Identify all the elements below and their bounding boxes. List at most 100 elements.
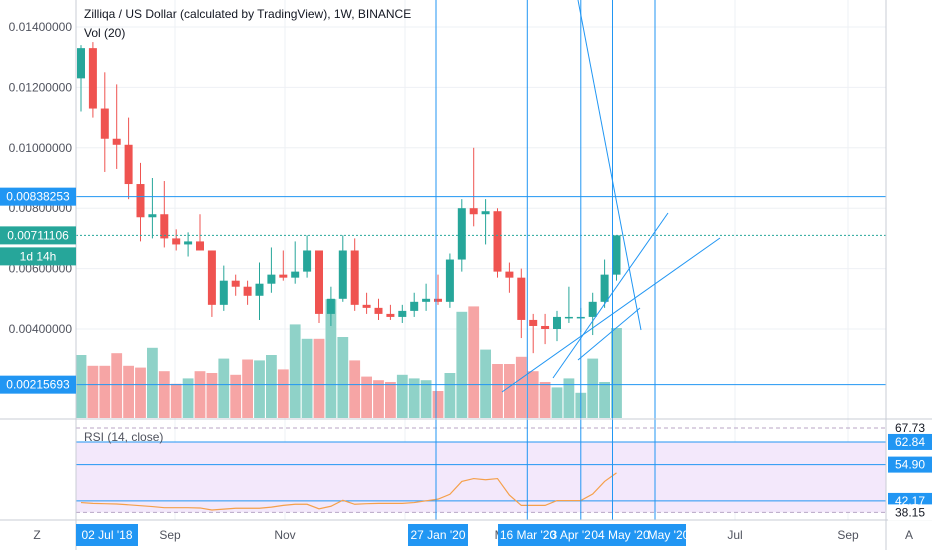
- time-badge-label: 16 Mar '20: [500, 528, 557, 542]
- price-badge: 0.00838253: [0, 187, 76, 206]
- price-badge-label: 0.00838253: [6, 190, 70, 204]
- candle-body: [207, 250, 216, 305]
- volume-bar: [492, 364, 503, 418]
- volume-bar: [158, 371, 170, 418]
- candle-body: [612, 235, 621, 275]
- time-badge-label: 3 Apr '20: [551, 528, 598, 542]
- rsi-tick: 67.73: [888, 420, 932, 436]
- volume-label: Vol (20): [84, 26, 126, 40]
- candle-body: [422, 298, 431, 302]
- time-badge-label: May '20: [648, 528, 690, 542]
- rsi-band: [76, 441, 886, 513]
- volume-bar: [194, 371, 206, 418]
- candle-body: [303, 250, 312, 272]
- volume-bar: [325, 299, 337, 418]
- candle-body: [505, 271, 514, 278]
- price-badge-label: 1d 14h: [20, 249, 57, 263]
- rsi-tick: 62.84: [888, 433, 932, 450]
- trend-line: [552, 212, 669, 379]
- candle-body: [243, 286, 252, 296]
- volume-bar: [147, 347, 158, 418]
- candle-body: [172, 238, 181, 245]
- candle-body: [350, 250, 359, 305]
- candle-body: [291, 271, 300, 278]
- rsi-pane: [76, 427, 886, 513]
- price-tick-label: 0.01200000: [9, 80, 73, 94]
- volume-bar: [385, 382, 396, 418]
- volume-bar: [444, 373, 456, 418]
- candle-body: [434, 298, 442, 302]
- candle-body: [386, 313, 395, 317]
- price-badge: 0.00215693: [0, 375, 76, 394]
- candle-body: [398, 310, 407, 317]
- volume-bar: [99, 365, 111, 418]
- volume-bar: [468, 306, 480, 418]
- rsi-tick: 38.15: [888, 504, 932, 521]
- candle-body: [338, 250, 347, 299]
- rsi-tick: 54.90: [888, 456, 932, 473]
- time-badge-bg: [76, 524, 138, 546]
- rsi-tick-label: 67.73: [895, 421, 925, 435]
- volume-bar: [599, 382, 610, 418]
- volume-bar: [551, 387, 563, 418]
- volume-bar: [361, 376, 372, 418]
- candle-body: [469, 208, 478, 215]
- price-tick-label: 0.01000000: [9, 141, 73, 155]
- auto-scale-button[interactable]: A: [905, 528, 913, 542]
- volume-bar: [242, 359, 253, 418]
- volume-bar: [75, 355, 87, 418]
- volume-bar: [123, 365, 134, 418]
- candle-body: [326, 298, 335, 314]
- candle-series: [77, 42, 621, 354]
- price-badge-bg: [0, 226, 76, 245]
- candle-body: [564, 316, 573, 319]
- price-tick-label: 0.00400000: [9, 322, 73, 336]
- time-badge: 04 May '20: [590, 524, 651, 546]
- rsi-tick-label: 62.84: [895, 435, 925, 449]
- volume-series: [75, 299, 622, 418]
- zoom-button-label: Z: [33, 528, 40, 542]
- candle-body: [196, 241, 204, 251]
- volume-bar: [527, 371, 539, 418]
- price-badge-bg: [0, 187, 76, 206]
- candle-body: [100, 108, 109, 139]
- zoom-button[interactable]: Z: [33, 528, 40, 542]
- candle-body: [374, 307, 383, 314]
- candle-body: [112, 138, 121, 145]
- candle-body: [517, 277, 526, 320]
- price-tick-label: 0.01400000: [9, 20, 73, 34]
- candle-body: [267, 274, 276, 284]
- candle-body: [529, 319, 538, 326]
- candle-body: [279, 274, 288, 278]
- price-badge-bg: [0, 375, 76, 394]
- candle-body: [410, 301, 419, 311]
- chart-title: Zilliqa / US Dollar (calculated by Tradi…: [84, 7, 412, 21]
- volume-bar: [289, 324, 301, 418]
- volume-bar: [373, 380, 384, 418]
- candle-body: [124, 144, 133, 185]
- auto-scale-button-label: A: [905, 528, 913, 542]
- candle-body: [445, 259, 454, 302]
- time-badge-bg: [590, 524, 651, 546]
- candle-body: [600, 274, 609, 302]
- volume-bar: [396, 374, 408, 418]
- volume-bar: [432, 391, 444, 418]
- rsi-label: RSI (14, close): [84, 430, 164, 444]
- volume-bar: [480, 349, 491, 418]
- time-badge: May '20: [648, 524, 690, 546]
- price-badge-label: 0.00215693: [6, 378, 70, 392]
- volume-bar: [266, 355, 277, 418]
- volume-bar: [301, 338, 313, 418]
- volume-bar: [456, 311, 468, 418]
- candle-body: [231, 280, 240, 287]
- trend-line: [577, 0, 642, 331]
- candle-body: [136, 184, 145, 218]
- rsi-tick-bg: [888, 456, 932, 473]
- time-badge-bg: [558, 524, 590, 546]
- time-badge: 16 Mar '20: [498, 524, 558, 546]
- price-badge: 1d 14h: [0, 247, 76, 266]
- volume-bar: [313, 338, 325, 418]
